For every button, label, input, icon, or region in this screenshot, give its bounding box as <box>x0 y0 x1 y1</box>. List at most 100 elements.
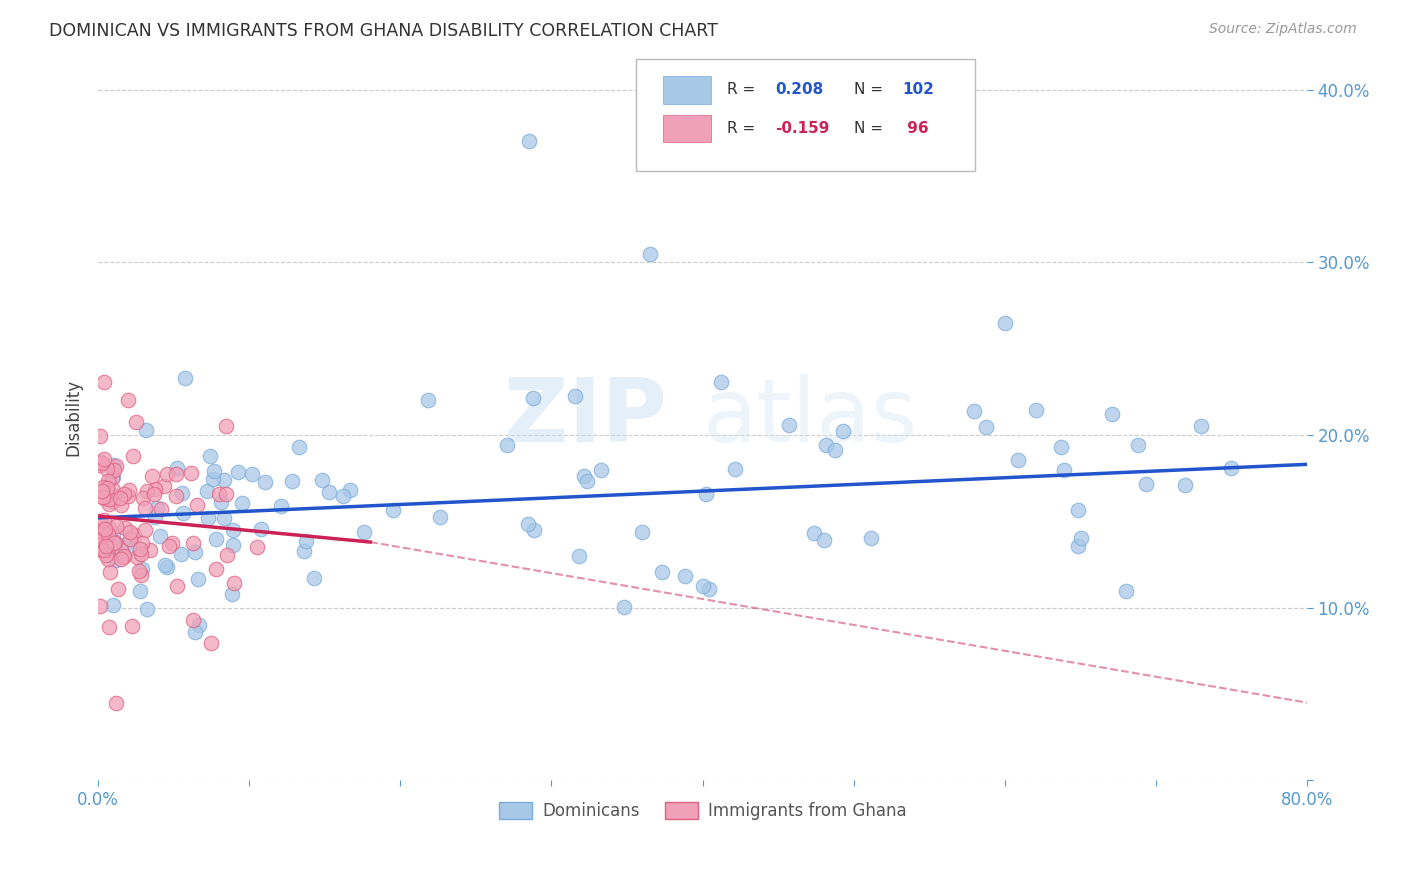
Point <box>101 494 124 508</box>
Point <box>295 534 318 549</box>
Point <box>859 531 882 545</box>
Point <box>89 514 111 528</box>
Point <box>231 496 253 510</box>
Point <box>97 526 120 541</box>
Legend: Dominicans, Immigrants from Ghana: Dominicans, Immigrants from Ghana <box>492 795 912 826</box>
Point <box>160 536 183 550</box>
Point <box>93 481 115 495</box>
Point <box>97 521 120 535</box>
Point <box>112 549 135 563</box>
Point <box>128 584 150 599</box>
Point <box>139 543 162 558</box>
Point <box>208 487 231 501</box>
Point <box>517 135 540 149</box>
Point <box>131 561 153 575</box>
Point <box>576 475 599 489</box>
Point <box>143 486 166 500</box>
Point <box>93 375 115 389</box>
Point <box>832 424 855 438</box>
Point <box>1025 402 1047 417</box>
Point <box>202 465 225 479</box>
Point <box>962 404 984 418</box>
Point <box>89 535 111 549</box>
Point <box>157 540 180 554</box>
Point <box>165 489 187 503</box>
Point <box>382 503 405 517</box>
Point <box>121 619 143 633</box>
Point <box>1126 438 1149 452</box>
Point <box>221 587 243 601</box>
Point <box>631 524 654 539</box>
Point <box>155 559 177 574</box>
Point <box>184 544 207 558</box>
Text: R =: R = <box>727 121 759 136</box>
Point <box>697 582 720 596</box>
Point <box>522 391 544 405</box>
Point <box>153 558 176 573</box>
Point <box>201 473 224 487</box>
Point <box>270 499 292 513</box>
Point <box>165 467 187 481</box>
Point <box>104 553 127 567</box>
Point <box>564 389 586 403</box>
Point <box>125 415 148 429</box>
Point <box>813 533 835 547</box>
Point <box>994 316 1017 330</box>
Point <box>198 449 221 463</box>
Point <box>93 452 115 467</box>
Point <box>429 509 451 524</box>
Point <box>188 618 211 632</box>
Point <box>568 549 591 563</box>
Point <box>638 246 661 260</box>
Point <box>212 511 235 525</box>
Point <box>143 482 166 496</box>
Point <box>187 573 209 587</box>
Point <box>104 491 127 505</box>
Point <box>253 475 276 490</box>
Point <box>523 523 546 537</box>
Point <box>974 420 997 434</box>
Point <box>93 512 115 526</box>
Point <box>1070 531 1092 545</box>
Point <box>197 511 219 525</box>
Point <box>129 542 152 557</box>
Point <box>1326 419 1348 434</box>
Point <box>214 473 236 487</box>
Point <box>1189 419 1212 434</box>
Point <box>111 550 134 565</box>
Point <box>97 552 120 566</box>
Point <box>318 485 340 500</box>
Point <box>90 532 112 546</box>
Point <box>129 547 152 561</box>
Point <box>90 455 112 469</box>
Point <box>205 533 228 547</box>
Point <box>134 523 156 537</box>
Point <box>112 538 135 552</box>
Text: 102: 102 <box>903 82 934 97</box>
Point <box>222 575 245 590</box>
Point <box>195 484 218 499</box>
Point <box>1135 477 1157 491</box>
Point <box>100 471 122 485</box>
Point <box>1066 539 1088 553</box>
Point <box>89 599 111 613</box>
Point <box>131 535 153 549</box>
Point <box>93 542 115 557</box>
Point <box>292 544 315 558</box>
Point <box>135 484 157 499</box>
Point <box>186 499 208 513</box>
Point <box>1220 461 1243 475</box>
Point <box>90 543 112 558</box>
Point <box>1053 463 1076 477</box>
Point <box>118 483 141 497</box>
Point <box>217 548 239 562</box>
Text: N =: N = <box>853 82 887 97</box>
Point <box>156 467 179 481</box>
Point <box>180 467 202 481</box>
Point <box>122 528 145 542</box>
Point <box>104 459 127 474</box>
Point <box>184 625 207 640</box>
Point <box>724 462 747 476</box>
Point <box>122 541 145 555</box>
Point <box>97 497 120 511</box>
